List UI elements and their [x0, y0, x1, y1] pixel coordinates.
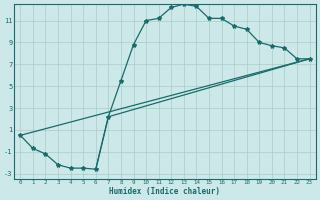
X-axis label: Humidex (Indice chaleur): Humidex (Indice chaleur) [109, 187, 220, 196]
